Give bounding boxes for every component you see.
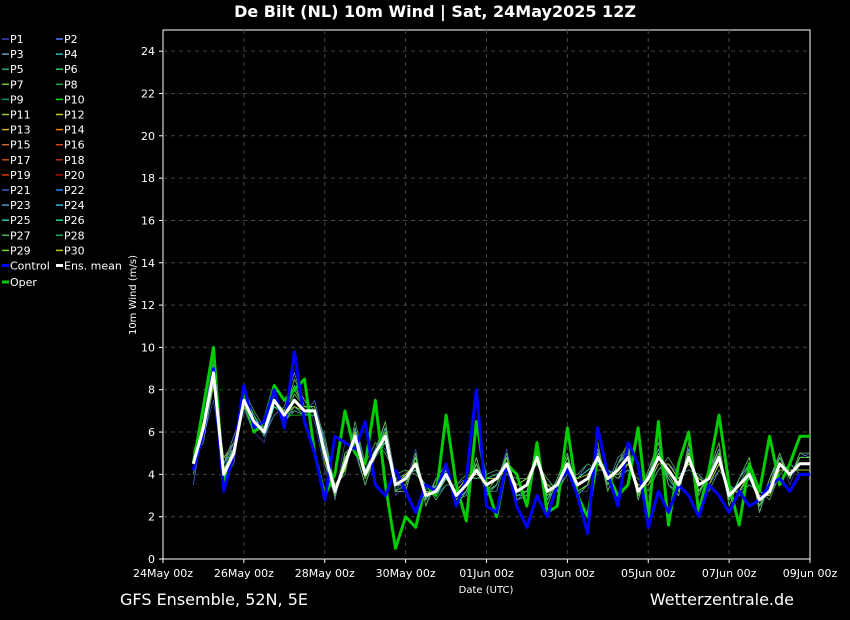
legend-label-p7: P7 (10, 78, 24, 91)
legend-label-control: Control (10, 260, 50, 273)
grid (163, 30, 810, 559)
x-tick-label: 01Jun 00z (459, 567, 514, 580)
x-tick-label: 07Jun 00z (702, 567, 757, 580)
y-tick-label: 22 (141, 87, 155, 100)
site-credit: Wetterzentrale.de (650, 590, 794, 609)
legend-label-p14: P14 (64, 124, 85, 137)
x-axis-ticks: 24May 00z 26May 00z 28May 00z 30May 00z 01Ju… (133, 559, 837, 580)
x-tick-label: 24May 00z (133, 567, 193, 580)
x-tick-label: 28May 00z (295, 567, 355, 580)
legend-label-p15: P15 (10, 139, 31, 152)
legend-label-p28: P28 (64, 229, 85, 242)
y-tick-label: 2 (148, 511, 155, 524)
legend-label-p29: P29 (10, 244, 31, 257)
legend-label-p30: P30 (64, 244, 85, 257)
x-tick-label: 09Jun 00z (783, 567, 838, 580)
x-tick-label: 03Jun 00z (540, 567, 595, 580)
legend-label-oper: Oper (10, 276, 37, 289)
legend-label-p22: P22 (64, 184, 85, 197)
y-tick-label: 10 (141, 341, 155, 354)
y-tick-label: 6 (148, 426, 155, 439)
legend-label-p1: P1 (10, 33, 24, 46)
series-line-control (191, 350, 810, 536)
y-tick-label: 14 (141, 257, 155, 270)
x-tick-label: 30May 00z (376, 567, 436, 580)
legend-label-p17: P17 (10, 154, 31, 167)
series-lines (191, 345, 811, 550)
legend-label-p3: P3 (10, 48, 24, 61)
legend-label-p4: P4 (64, 48, 78, 61)
chart-title: De Bilt (NL) 10m Wind | Sat, 24May2025 1… (234, 2, 636, 22)
legend-label-p8: P8 (64, 78, 78, 91)
legend-label-p18: P18 (64, 154, 85, 167)
legend-label-p21: P21 (10, 184, 31, 197)
y-axis-label: 10m Wind (m/s) (128, 255, 139, 335)
series-line-p30 (192, 368, 810, 496)
legend-label-p12: P12 (64, 109, 85, 122)
y-tick-label: 24 (141, 45, 155, 58)
series-line-ens-mean (191, 371, 810, 502)
legend-label-p9: P9 (10, 93, 24, 106)
x-tick-label: 26May 00z (214, 567, 274, 580)
x-axis-label: Date (UTC) (459, 585, 514, 596)
legend: P1 P2 P3 P4 P5 P6 P7 P8 P9 P10 P11 P12 P13 P14 P15 P16 P… (2, 33, 122, 289)
y-tick-label: 20 (141, 130, 155, 143)
y-tick-label: 12 (141, 299, 155, 312)
legend-label-p10: P10 (64, 93, 85, 106)
model-caption: GFS Ensemble, 52N, 5E (120, 590, 308, 609)
legend-label-p13: P13 (10, 124, 31, 137)
x-tick-label: 05Jun 00z (621, 567, 676, 580)
legend-label-p6: P6 (64, 63, 78, 76)
y-tick-label: 8 (148, 384, 155, 397)
legend-label-p25: P25 (10, 214, 31, 227)
y-tick-label: 16 (141, 214, 155, 227)
legend-label-p5: P5 (10, 63, 24, 76)
legend-label-p26: P26 (64, 214, 85, 227)
legend-label-p27: P27 (10, 229, 31, 242)
legend-label-p23: P23 (10, 199, 31, 212)
legend-label-p19: P19 (10, 169, 31, 182)
legend-label-ens-mean: Ens. mean (64, 260, 122, 273)
legend-label-p16: P16 (64, 139, 85, 152)
y-tick-label: 4 (148, 468, 155, 481)
legend-label-p2: P2 (64, 33, 78, 46)
y-tick-label: 0 (148, 553, 155, 566)
legend-label-p24: P24 (64, 199, 85, 212)
y-tick-label: 18 (141, 172, 155, 185)
legend-label-p20: P20 (64, 169, 85, 182)
legend-label-p11: P11 (10, 109, 31, 122)
